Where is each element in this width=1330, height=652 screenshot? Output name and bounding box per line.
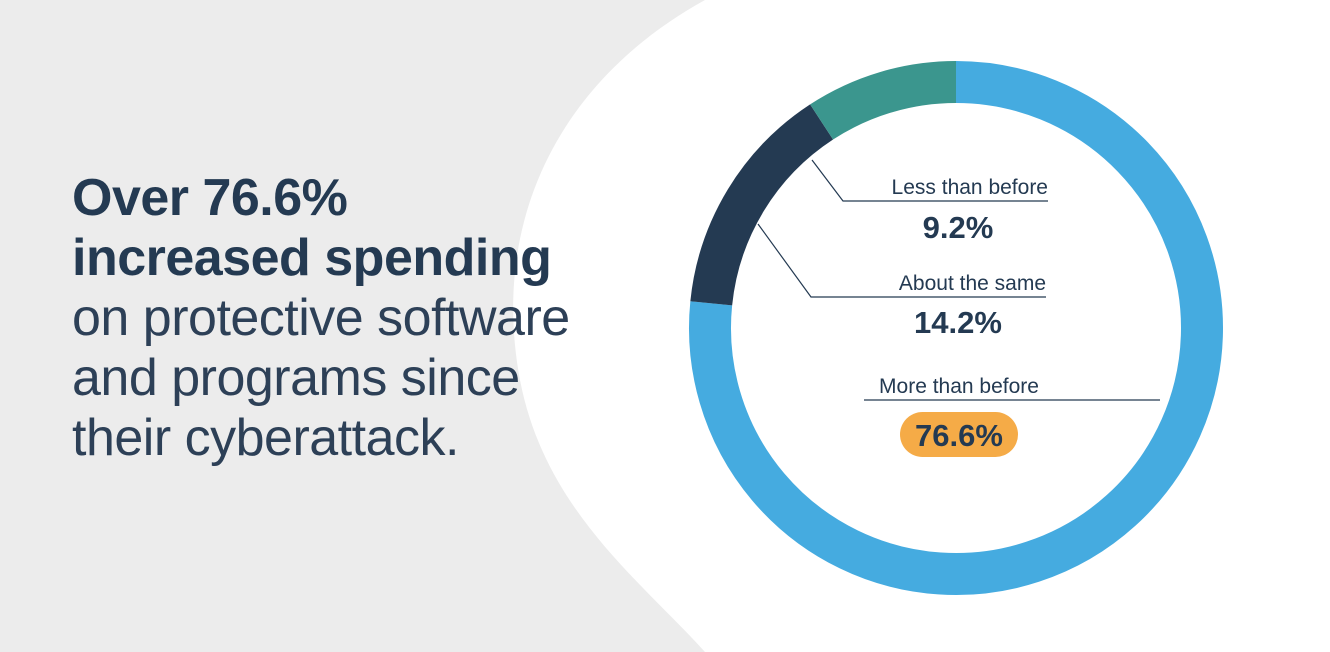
- headline-line-3: on protective software: [72, 289, 570, 347]
- label-less-than-before: Less than before: [892, 176, 1048, 199]
- value-less-than-before: 9.2%: [923, 210, 994, 245]
- value-more-than-before: 76.6%: [915, 418, 1003, 453]
- highlight-badge: [900, 412, 1018, 457]
- slice-less-than-before: [810, 61, 957, 140]
- leader-line-same: [757, 223, 1046, 298]
- leader-line-less: [811, 159, 1048, 202]
- headline-line-2: increased spending: [72, 229, 552, 287]
- slice-about-the-same: [690, 104, 834, 306]
- headline-line-1: Over 76.6%: [72, 169, 348, 227]
- label-about-the-same: About the same: [899, 272, 1046, 295]
- slice-more-than-before: [689, 61, 1223, 595]
- headline: Over 76.6% increased spending on protect…: [72, 168, 632, 468]
- value-about-the-same: 14.2%: [914, 305, 1002, 340]
- donut-slices: [689, 61, 1223, 595]
- headline-line-4: and programs since: [72, 349, 520, 407]
- label-more-than-before: More than before: [879, 375, 1039, 398]
- headline-line-5: their cyberattack.: [72, 409, 459, 467]
